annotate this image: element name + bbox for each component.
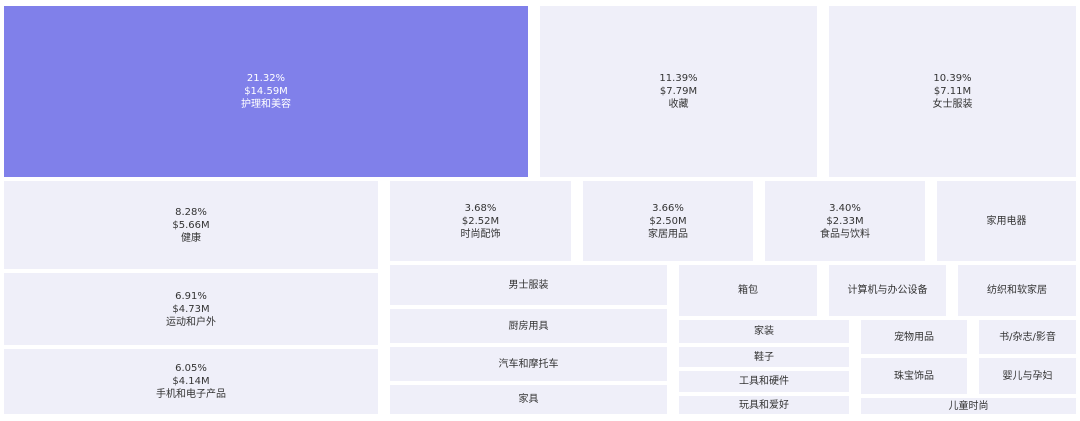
tile-name: 女士服装 — [932, 99, 973, 110]
treemap-tile-1[interactable]: 11.39% $7.79M 收藏 — [540, 6, 817, 177]
treemap-tile-0[interactable]: 21.32% $14.59M 护理和美容 — [4, 6, 528, 177]
tile-name: 健康 — [181, 232, 201, 244]
treemap-tile-5[interactable]: 6.05% $4.14M 手机和电子产品 — [4, 349, 378, 414]
treemap-tile-11[interactable]: 厨房用具 — [390, 309, 667, 343]
tile-percent: 10.39% — [933, 73, 972, 84]
tile-name: 书/杂志/影音 — [999, 331, 1056, 343]
treemap-tile-6[interactable]: 3.68% $2.52M 时尚配饰 — [390, 181, 571, 261]
tile-name: 箱包 — [738, 285, 758, 296]
treemap-tile-17[interactable]: 家装 — [679, 320, 849, 343]
tile-name: 家装 — [754, 326, 774, 337]
treemap-tile-20[interactable]: 玩具和爱好 — [679, 396, 849, 414]
tile-name: 运动和户外 — [166, 316, 216, 328]
tile-name: 时尚配饰 — [460, 228, 501, 240]
treemap-tile-9[interactable]: 家用电器 — [937, 181, 1076, 261]
tile-name: 汽车和摩托车 — [498, 358, 559, 370]
treemap-tile-7[interactable]: 3.66% $2.50M 家居用品 — [583, 181, 753, 261]
tile-name: 手机和电子产品 — [156, 389, 226, 400]
treemap-tile-10[interactable]: 男士服装 — [390, 265, 667, 305]
tile-value: $2.33M — [826, 215, 864, 227]
tile-value: $2.52M — [461, 215, 500, 227]
treemap-tile-3[interactable]: 8.28% $5.66M 健康 — [4, 181, 378, 269]
tile-name: 工具和硬件 — [739, 376, 789, 387]
tile-name: 婴儿与孕妇 — [1002, 370, 1053, 382]
tile-name: 计算机与办公设备 — [847, 285, 928, 296]
tile-name: 家居用品 — [648, 228, 688, 240]
tile-value: $5.66M — [172, 219, 210, 231]
tile-value: $14.59M — [244, 86, 288, 97]
treemap-tile-21[interactable]: 宠物用品 — [861, 320, 967, 354]
tile-name: 家具 — [518, 394, 539, 405]
tile-name: 收藏 — [668, 99, 689, 110]
tile-name: 男士服装 — [508, 279, 549, 291]
treemap-tile-24[interactable]: 婴儿与孕妇 — [979, 358, 1076, 394]
treemap-tile-25[interactable]: 儿童时尚 — [861, 398, 1076, 414]
tile-percent: 3.40% — [829, 202, 861, 214]
tile-name: 鞋子 — [754, 351, 774, 363]
tile-percent: 8.28% — [175, 206, 207, 218]
tile-percent: 6.91% — [175, 290, 207, 302]
treemap-tile-13[interactable]: 家具 — [390, 385, 667, 414]
treemap-tile-14[interactable]: 箱包 — [679, 265, 817, 316]
treemap-tile-22[interactable]: 书/杂志/影音 — [979, 320, 1076, 354]
tile-name: 珠宝饰品 — [894, 370, 934, 382]
tile-percent: 3.68% — [464, 202, 497, 214]
tile-value: $7.11M — [933, 86, 972, 97]
treemap-tile-8[interactable]: 3.40% $2.33M 食品与饮料 — [765, 181, 925, 261]
tile-percent: 21.32% — [246, 73, 286, 84]
tile-value: $4.14M — [172, 376, 210, 387]
tile-name: 护理和美容 — [241, 99, 291, 110]
tile-percent: 3.66% — [652, 202, 684, 214]
tile-value: $2.50M — [649, 215, 687, 227]
treemap-tile-4[interactable]: 6.91% $4.73M 运动和户外 — [4, 273, 378, 345]
tile-name: 宠物用品 — [894, 331, 934, 343]
tile-name: 食品与饮料 — [820, 228, 870, 240]
treemap-tile-12[interactable]: 汽车和摩托车 — [390, 347, 667, 381]
tile-name: 厨房用具 — [508, 320, 549, 332]
tile-percent: 6.05% — [175, 363, 207, 374]
tile-percent: 11.39% — [659, 73, 698, 84]
treemap-tile-16[interactable]: 纺织和软家居 — [958, 265, 1076, 316]
treemap-tile-18[interactable]: 鞋子 — [679, 347, 849, 367]
tile-name: 家用电器 — [986, 215, 1027, 227]
treemap-tile-15[interactable]: 计算机与办公设备 — [829, 265, 946, 316]
treemap-tile-2[interactable]: 10.39% $7.11M 女士服装 — [829, 6, 1076, 177]
tile-name: 纺织和软家居 — [987, 285, 1047, 296]
tile-value: $7.79M — [659, 86, 698, 97]
tile-name: 玩具和爱好 — [739, 399, 789, 411]
treemap-tile-23[interactable]: 珠宝饰品 — [861, 358, 967, 394]
treemap-tile-19[interactable]: 工具和硬件 — [679, 371, 849, 392]
tile-value: $4.73M — [172, 303, 210, 315]
tile-name: 儿童时尚 — [948, 400, 989, 412]
